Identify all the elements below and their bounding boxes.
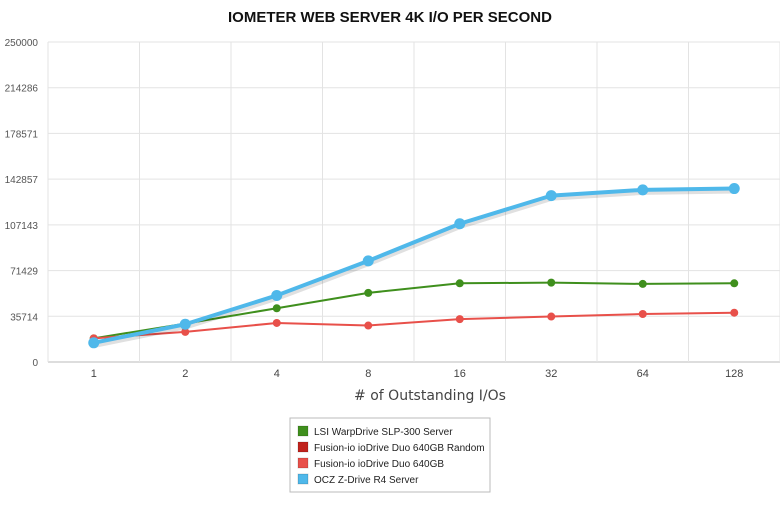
legend-swatch (297, 425, 309, 437)
y-tick-label: 0 (32, 358, 38, 369)
y-tick-label: 250000 (5, 38, 39, 49)
legend-label: Fusion-io ioDrive Duo 640GB Random (314, 443, 485, 454)
data-point (88, 337, 100, 349)
y-tick-label: 107143 (5, 221, 39, 232)
y-tick-label: 71429 (10, 267, 38, 278)
x-tick-label: 1 (91, 368, 97, 380)
legend-label: LSI WarpDrive SLP-300 Server (314, 427, 453, 438)
data-point (547, 312, 556, 321)
data-point (638, 279, 647, 288)
data-point (455, 315, 464, 324)
legend-swatch (297, 441, 309, 453)
data-point (728, 183, 740, 195)
data-point (730, 279, 739, 288)
data-point (455, 279, 464, 288)
series-line-shadow (94, 187, 736, 348)
data-point (730, 308, 739, 317)
legend-label: OCZ Z-Drive R4 Server (314, 475, 419, 486)
y-tick-label: 142857 (5, 175, 39, 186)
data-point (272, 318, 281, 327)
grid (47, 41, 780, 363)
x-tick-label: 64 (637, 368, 649, 380)
x-tick-label: 32 (545, 368, 557, 380)
data-point (364, 288, 373, 297)
x-tick-label: 16 (454, 368, 466, 380)
series-line (92, 311, 736, 340)
x-tick-label: 128 (725, 368, 743, 380)
data-point (362, 255, 374, 267)
legend-swatch (297, 473, 309, 485)
chart-title: IOMETER WEB SERVER 4K I/O PER SECOND (228, 9, 552, 26)
legend: LSI WarpDrive SLP-300 Server Fusion-io io… (289, 417, 491, 493)
series (88, 183, 740, 349)
data-point (637, 184, 649, 196)
y-tick-label: 214286 (5, 84, 39, 95)
data-point (271, 289, 283, 301)
y-tick-label: 35714 (10, 312, 38, 323)
legend-label: Fusion-io ioDrive Duo 640GB (314, 459, 444, 470)
data-point (181, 327, 190, 336)
series-line (91, 186, 737, 345)
legend-swatch (297, 457, 309, 469)
x-axis-ticks: 1 2 4 8 16 32 64 128 (91, 368, 744, 380)
series-4 (88, 183, 740, 349)
data-point (272, 304, 281, 313)
data-point (364, 321, 373, 330)
x-tick-label: 4 (274, 368, 280, 380)
data-point (179, 318, 191, 330)
legend-box (289, 417, 491, 493)
x-tick-label: 2 (182, 368, 188, 380)
x-axis-label: # of Outstanding I/Os (354, 388, 506, 404)
x-tick-label: 8 (365, 368, 371, 380)
data-point (638, 310, 647, 318)
y-axis-ticks: 0 35714 71429 107143 142857 178571 214286 25000… (5, 38, 39, 369)
data-point (547, 278, 556, 287)
series-3 (89, 308, 739, 343)
data-point (545, 190, 557, 202)
data-point (454, 218, 466, 230)
y-tick-label: 178571 (5, 129, 39, 140)
